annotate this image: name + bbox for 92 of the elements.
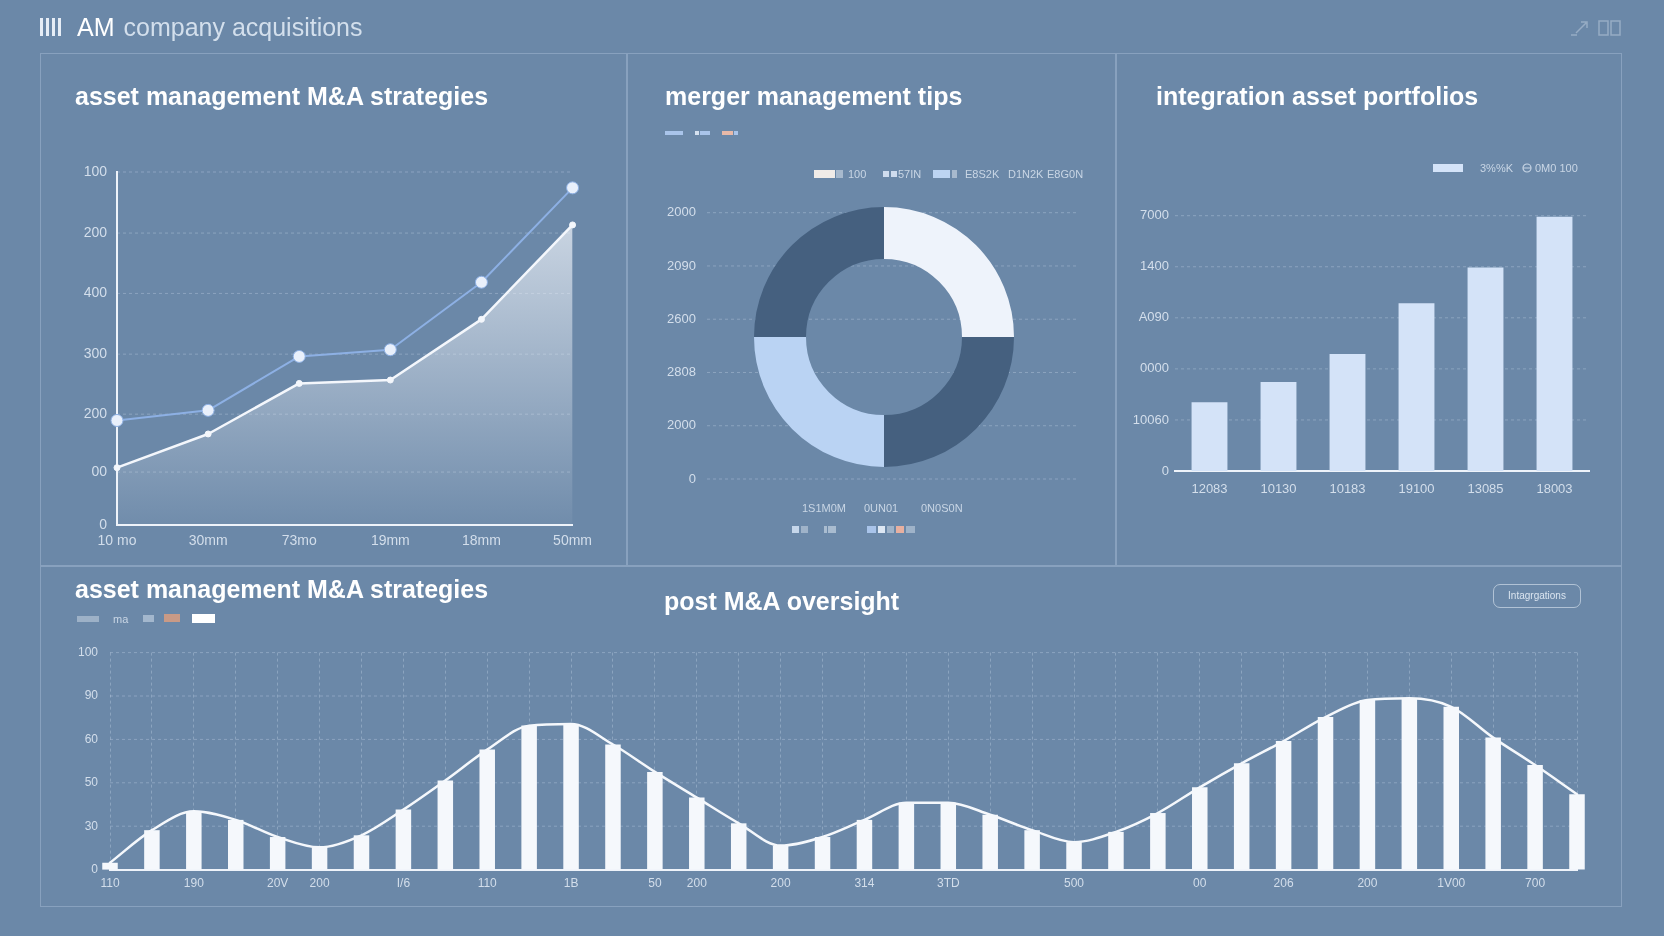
x-tick-label: 18003 [1536,481,1573,497]
text: 200 [83,223,108,240]
text: 60 [84,731,99,746]
bar [1191,402,1228,471]
x-tick-label: 700 [1525,876,1546,891]
point [569,221,577,229]
x-tick-label: 110 [100,876,120,891]
point [295,379,303,387]
x-tick-label: 110 [477,876,498,891]
x-tick-label: 18mm [461,532,501,549]
x-tick-label: 190 [183,876,205,891]
text: 0 [91,861,99,876]
text: 0 [688,470,696,486]
text: 100 [83,162,108,179]
x-tick-label: 206 [1273,876,1294,891]
x-tick-label: 200 [770,876,791,891]
text: 10060 [1132,411,1169,427]
point [383,343,397,357]
text: 7000 [1140,207,1169,223]
bar [1467,267,1504,471]
text: company acquisitions [123,13,363,41]
point [474,275,488,289]
text: 200 [83,405,108,422]
x-tick-label: 200 [309,876,330,891]
chart-title: asset management M&A strategies [75,575,489,603]
text: 0000 [1140,360,1169,376]
x-tick-label: 50mm [553,532,592,549]
x-tick-label: 1B [563,876,579,891]
text: 0N0S0N [921,502,963,515]
point [292,349,306,363]
x-tick-label: 73mo [281,532,317,549]
point [386,376,394,384]
x-tick-label: 50 [648,876,662,891]
text: 100 [77,644,99,659]
bar [1398,303,1435,471]
x-tick-label: 200 [1357,876,1378,891]
text: 300 [83,345,108,362]
text: 0UN01 [864,502,899,515]
x-tick-label: 20V [266,876,289,891]
point [477,315,485,323]
text: 30 [84,818,99,833]
text: 2808 [667,364,696,380]
point [566,181,580,195]
x-tick-label: 1V00 [1437,876,1466,891]
text: 57IN [898,168,922,181]
text: ma [113,613,129,626]
x-tick-label: 00 [1193,876,1207,891]
point [113,464,121,472]
x-tick-label: I/6 [396,876,411,891]
text: 90 [84,688,99,703]
x-tick-label: 314 [854,876,875,891]
text: E8G0N [1047,168,1084,181]
point [201,403,215,417]
text: 0M0 100 [1535,162,1578,175]
x-tick-label: 13085 [1467,481,1504,497]
text: 1400 [1140,258,1169,274]
text: 2000 [667,204,696,220]
point [204,430,212,438]
text: 1S1M0M [802,502,847,515]
legend-label: 3%%K [1480,162,1514,175]
text: D1N2K [1008,168,1044,181]
x-tick-label: 30mm [188,532,228,549]
bar [1536,216,1573,471]
x-tick-label: 12083 [1191,481,1228,497]
chart-title: asset management M&A strategies [75,82,489,110]
x-tick-label: 10183 [1329,481,1366,497]
button: Intagrgations [1493,584,1581,608]
text: 100 [848,168,867,181]
text: 2090 [667,257,696,273]
chart-subtitle: post M&A oversight [664,587,900,615]
x-tick-label: 19100 [1398,481,1435,497]
text: E8S2K [965,168,1000,181]
bar [1329,354,1366,471]
text: 0 [99,515,108,532]
x-tick-label: 10130 [1260,481,1297,497]
chart-title: merger management tips [665,82,963,110]
text: 50 [84,775,99,790]
text: 400 [83,284,108,301]
text: 0 [1161,462,1169,478]
x-tick-label: 19mm [370,532,410,549]
x-tick-label: 500 [1064,876,1085,891]
text: A090 [1138,309,1169,325]
text: 00 [91,462,108,479]
x-tick-label: 3TD [936,876,960,891]
chart-title: integration asset portfolios [1156,82,1479,110]
text: 2000 [667,417,696,433]
text: AM [77,13,115,41]
x-tick-label: 10 mo [97,532,137,549]
point [110,413,124,427]
x-tick-label: 200 [686,876,708,891]
text: 2600 [667,310,696,326]
bar [1260,382,1297,471]
